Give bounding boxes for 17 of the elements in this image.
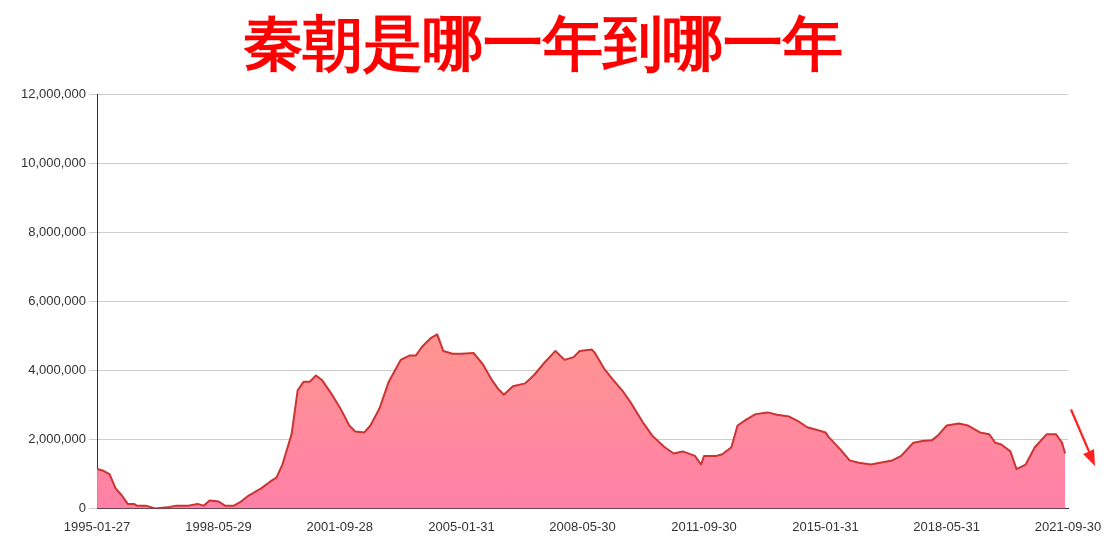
y-tick-label: 4,000,000 [28,361,87,377]
x-tick-label: 2001-09-28 [306,518,374,534]
y-tick-label: 8,000,000 [28,223,87,239]
x-tick-label: 2005-01-31 [428,518,495,534]
y-tick-label: 2,000,000 [28,430,87,446]
x-tick-label: 2021-09-30 [1034,518,1102,534]
y-tick-label: 0 [78,499,87,515]
x-tick-label: 2011-09-30 [671,518,737,534]
y-tick-label: 12,000,000 [20,85,87,101]
chart-title: 秦朝是哪一年到哪一年 [243,7,843,78]
x-tick-label: 2015-01-31 [792,518,859,534]
x-tick-label: 2008-05-30 [549,518,616,534]
x-tick-label: 1995-01-27 [63,518,131,534]
y-tick-label: 6,000,000 [28,292,87,308]
y-tick-label: 10,000,000 [20,154,87,170]
x-tick-label: 1998-05-29 [185,518,252,534]
x-tick-label: 2018-05-31 [913,518,980,534]
